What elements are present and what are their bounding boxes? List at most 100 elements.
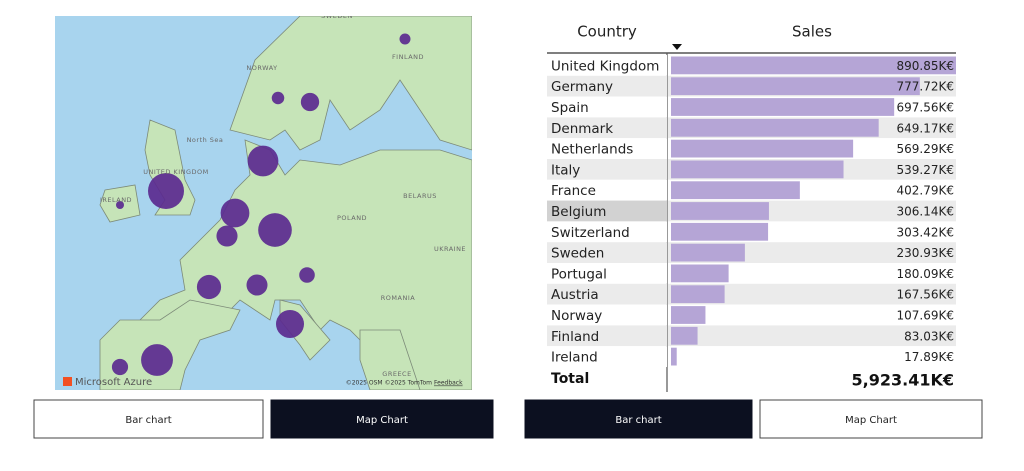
row-background (668, 346, 956, 367)
data-bar (671, 77, 920, 96)
column-header[interactable]: Sales (792, 23, 832, 41)
row-background[interactable] (547, 263, 667, 284)
country: Portugal (551, 266, 607, 282)
row-background[interactable] (547, 242, 667, 263)
country: Switzerland (551, 225, 630, 241)
row-background[interactable] (547, 283, 667, 305)
country: Netherlands (551, 142, 633, 158)
data-bar (671, 98, 895, 116)
button-label[interactable]: Map Chart (356, 415, 408, 426)
bubble[interactable] (111, 358, 129, 376)
button-label[interactable]: Bar chart (615, 415, 661, 426)
data-bar (671, 118, 879, 137)
row-background[interactable] (547, 138, 667, 159)
data-bar (671, 202, 769, 220)
total-value: 5,923.41K€ (852, 371, 954, 390)
sales: 539.27K€ (897, 163, 955, 177)
button[interactable] (270, 399, 494, 439)
bubble[interactable] (299, 267, 315, 283)
map[interactable]: SWEDEN NORWAY FINLAND North Sea UNITED KINGD… (55, 12, 472, 390)
country: Germany (551, 79, 613, 95)
map-label: FINLAND (392, 53, 424, 61)
data-bar (671, 285, 725, 304)
sales: 303.42K€ (897, 225, 955, 239)
sales: 890.85K€ (897, 59, 955, 73)
bubble[interactable] (246, 274, 268, 296)
map-label: UNITED KINGDOM (143, 168, 209, 176)
feedback[interactable]: Feedback (434, 380, 463, 387)
column-header[interactable]: Country (577, 23, 637, 41)
sales: 402.79K€ (897, 184, 955, 198)
attribution: ©2025 OSM ©2025 TomTom (346, 380, 432, 387)
data-bar (671, 264, 729, 283)
country: Denmark (551, 121, 613, 137)
bubble[interactable] (196, 274, 222, 300)
button[interactable] (33, 399, 264, 439)
country: United Kingdom (551, 58, 659, 74)
data-bar (671, 326, 698, 345)
row-background[interactable] (547, 325, 667, 347)
sales: 17.89K€ (904, 350, 954, 364)
map-label: GREECE (382, 370, 411, 378)
country: Italy (551, 162, 580, 178)
logo-icon (63, 377, 72, 386)
sort-arrow[interactable] (672, 44, 682, 50)
sales: 777.72K€ (897, 80, 955, 94)
button-label[interactable]: Bar chart (125, 415, 171, 426)
bubble[interactable] (116, 201, 124, 209)
row-background[interactable] (547, 346, 667, 367)
map-label: IRELAND (100, 196, 132, 204)
bubble[interactable] (141, 344, 173, 376)
row-background (668, 325, 956, 347)
data-bar (671, 181, 800, 200)
map-label: UKRAINE (434, 245, 466, 253)
country: Finland (551, 329, 599, 345)
sales: 83.03K€ (904, 329, 954, 343)
country: France (551, 183, 596, 199)
row-background[interactable] (547, 55, 667, 76)
sales: 569.29K€ (897, 142, 955, 156)
bubble[interactable] (148, 173, 184, 209)
row-background (668, 283, 956, 305)
bubble[interactable] (258, 213, 292, 247)
bubble[interactable] (300, 92, 320, 112)
data-bar (671, 160, 844, 179)
row-background[interactable] (547, 96, 667, 118)
sales: 649.17K€ (897, 121, 955, 135)
row-background (668, 263, 956, 284)
row-background[interactable] (547, 221, 667, 243)
row-background[interactable] (547, 75, 667, 97)
map-label: POLAND (337, 214, 367, 222)
button[interactable] (524, 399, 753, 439)
data-bar (671, 347, 677, 366)
country: Ireland (551, 350, 598, 366)
button-label[interactable]: Map Chart (845, 415, 897, 426)
country: Belgium (551, 204, 606, 220)
button[interactable] (759, 399, 983, 439)
map-label: NORWAY (246, 64, 277, 72)
data-bar (671, 222, 769, 241)
row-background[interactable] (547, 200, 667, 222)
total-label: Total (551, 371, 589, 387)
logo: Microsoft Azure (75, 377, 152, 388)
bubble[interactable] (220, 198, 250, 228)
map-label: North Sea (187, 136, 224, 144)
sales: 230.93K€ (897, 246, 955, 260)
country: Spain (551, 100, 589, 116)
bubble[interactable] (399, 33, 411, 45)
map-label: ROMANIA (381, 294, 415, 302)
row-background[interactable] (547, 117, 667, 139)
map-label: BELARUS (403, 192, 437, 200)
bubble[interactable] (247, 145, 279, 177)
bubble[interactable] (216, 225, 238, 247)
row-background[interactable] (547, 179, 667, 201)
country: Sweden (551, 246, 604, 262)
bubble[interactable] (271, 91, 285, 105)
data-bar (671, 139, 854, 158)
data-bar (671, 243, 745, 262)
row-background[interactable] (547, 159, 667, 180)
bubble[interactable] (275, 309, 305, 339)
row-background[interactable] (547, 304, 667, 326)
country: Norway (551, 308, 602, 324)
